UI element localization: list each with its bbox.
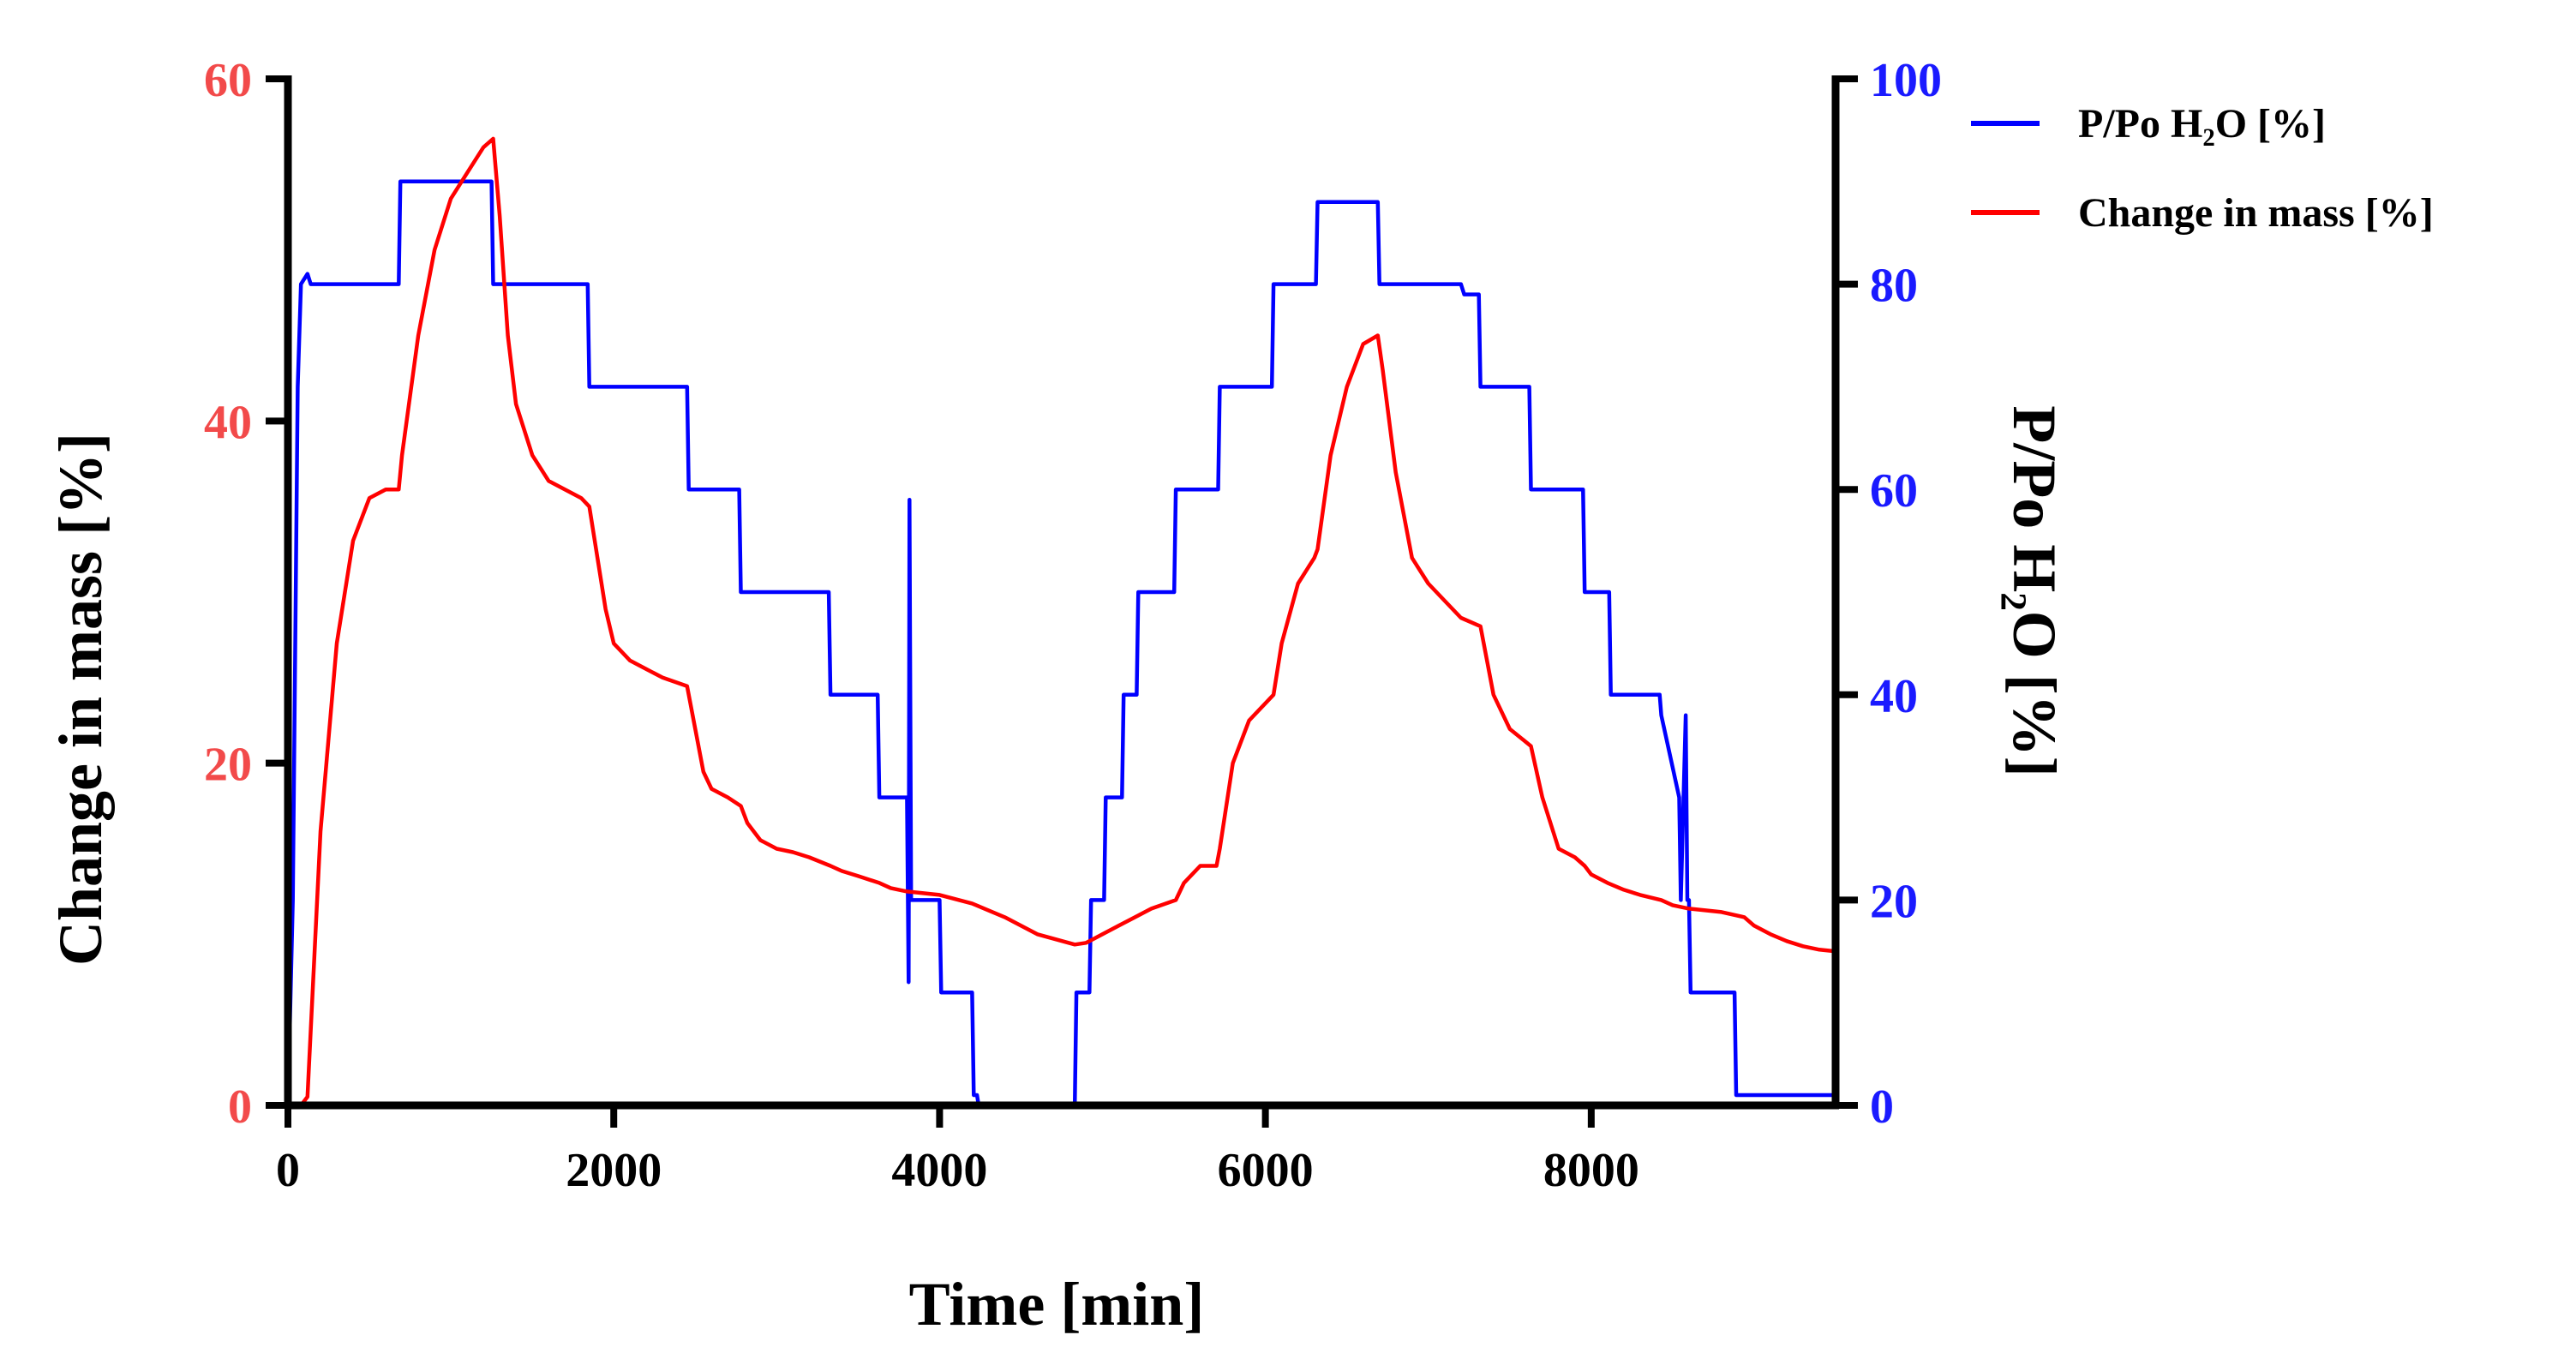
right-y-tick-label: 40 (1870, 670, 1918, 723)
series-line-pressure (285, 179, 1836, 1108)
axes-layer: 0 2000 4000 6000 8000 0 20 40 60 0 20 40 60 80 100 (204, 54, 1942, 1197)
x-tick-label: 6000 (1218, 1144, 1314, 1197)
legend-label-pressure: P/Po H₂O [%] (2078, 101, 2326, 147)
left-y-tick-label: 60 (204, 54, 252, 107)
series-layer (285, 136, 1836, 1108)
legend: P/Po H₂O [%] Change in mass [%] (1971, 101, 2434, 236)
left-y-axis-title: Change in mass [%] (46, 433, 115, 966)
right-y-tick-label: 100 (1870, 54, 1942, 107)
x-tick-label: 4000 (891, 1144, 987, 1197)
left-y-tick-label: 40 (204, 396, 252, 449)
left-y-tick-label: 0 (228, 1081, 252, 1134)
x-tick-label: 8000 (1543, 1144, 1639, 1197)
left-y-tick-label: 20 (204, 739, 252, 792)
x-tick-label: 2000 (566, 1144, 662, 1197)
right-y-tick-label: 20 (1870, 875, 1918, 928)
right-y-axis-title: P/Po H₂O [%] (2000, 405, 2069, 777)
legend-label-mass: Change in mass [%] (2078, 190, 2434, 236)
right-y-tick-label: 80 (1870, 260, 1918, 313)
x-axis-title: Time [min] (909, 1270, 1205, 1338)
series-line-mass (288, 136, 1836, 1108)
right-y-tick-label: 0 (1870, 1081, 1894, 1134)
right-y-tick-label: 60 (1870, 464, 1918, 518)
x-tick-label: 0 (276, 1144, 300, 1197)
